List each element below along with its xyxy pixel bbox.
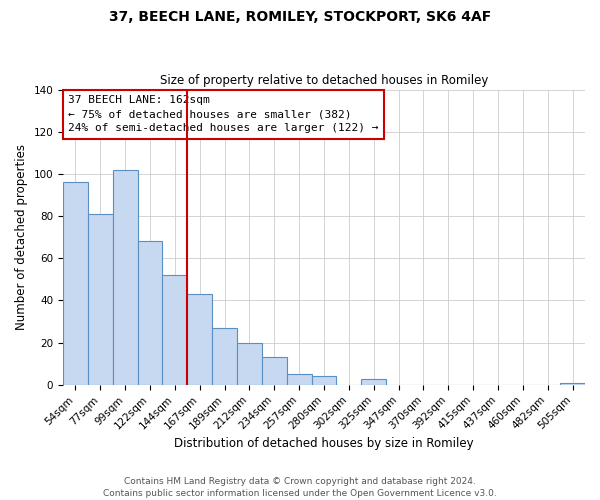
Y-axis label: Number of detached properties: Number of detached properties xyxy=(15,144,28,330)
Text: Contains HM Land Registry data © Crown copyright and database right 2024.
Contai: Contains HM Land Registry data © Crown c… xyxy=(103,476,497,498)
Bar xyxy=(361,378,386,385)
Bar xyxy=(560,383,585,385)
Bar xyxy=(262,358,287,385)
Bar xyxy=(137,242,163,385)
Bar xyxy=(163,275,187,385)
Title: Size of property relative to detached houses in Romiley: Size of property relative to detached ho… xyxy=(160,74,488,87)
Bar xyxy=(88,214,113,385)
Text: 37, BEECH LANE, ROMILEY, STOCKPORT, SK6 4AF: 37, BEECH LANE, ROMILEY, STOCKPORT, SK6 … xyxy=(109,10,491,24)
Bar xyxy=(287,374,311,385)
Bar xyxy=(113,170,137,385)
Bar xyxy=(187,294,212,385)
Bar xyxy=(237,342,262,385)
Bar xyxy=(63,182,88,385)
Text: 37 BEECH LANE: 162sqm
← 75% of detached houses are smaller (382)
24% of semi-det: 37 BEECH LANE: 162sqm ← 75% of detached … xyxy=(68,96,379,134)
X-axis label: Distribution of detached houses by size in Romiley: Distribution of detached houses by size … xyxy=(174,437,474,450)
Bar xyxy=(311,376,337,385)
Bar xyxy=(212,328,237,385)
